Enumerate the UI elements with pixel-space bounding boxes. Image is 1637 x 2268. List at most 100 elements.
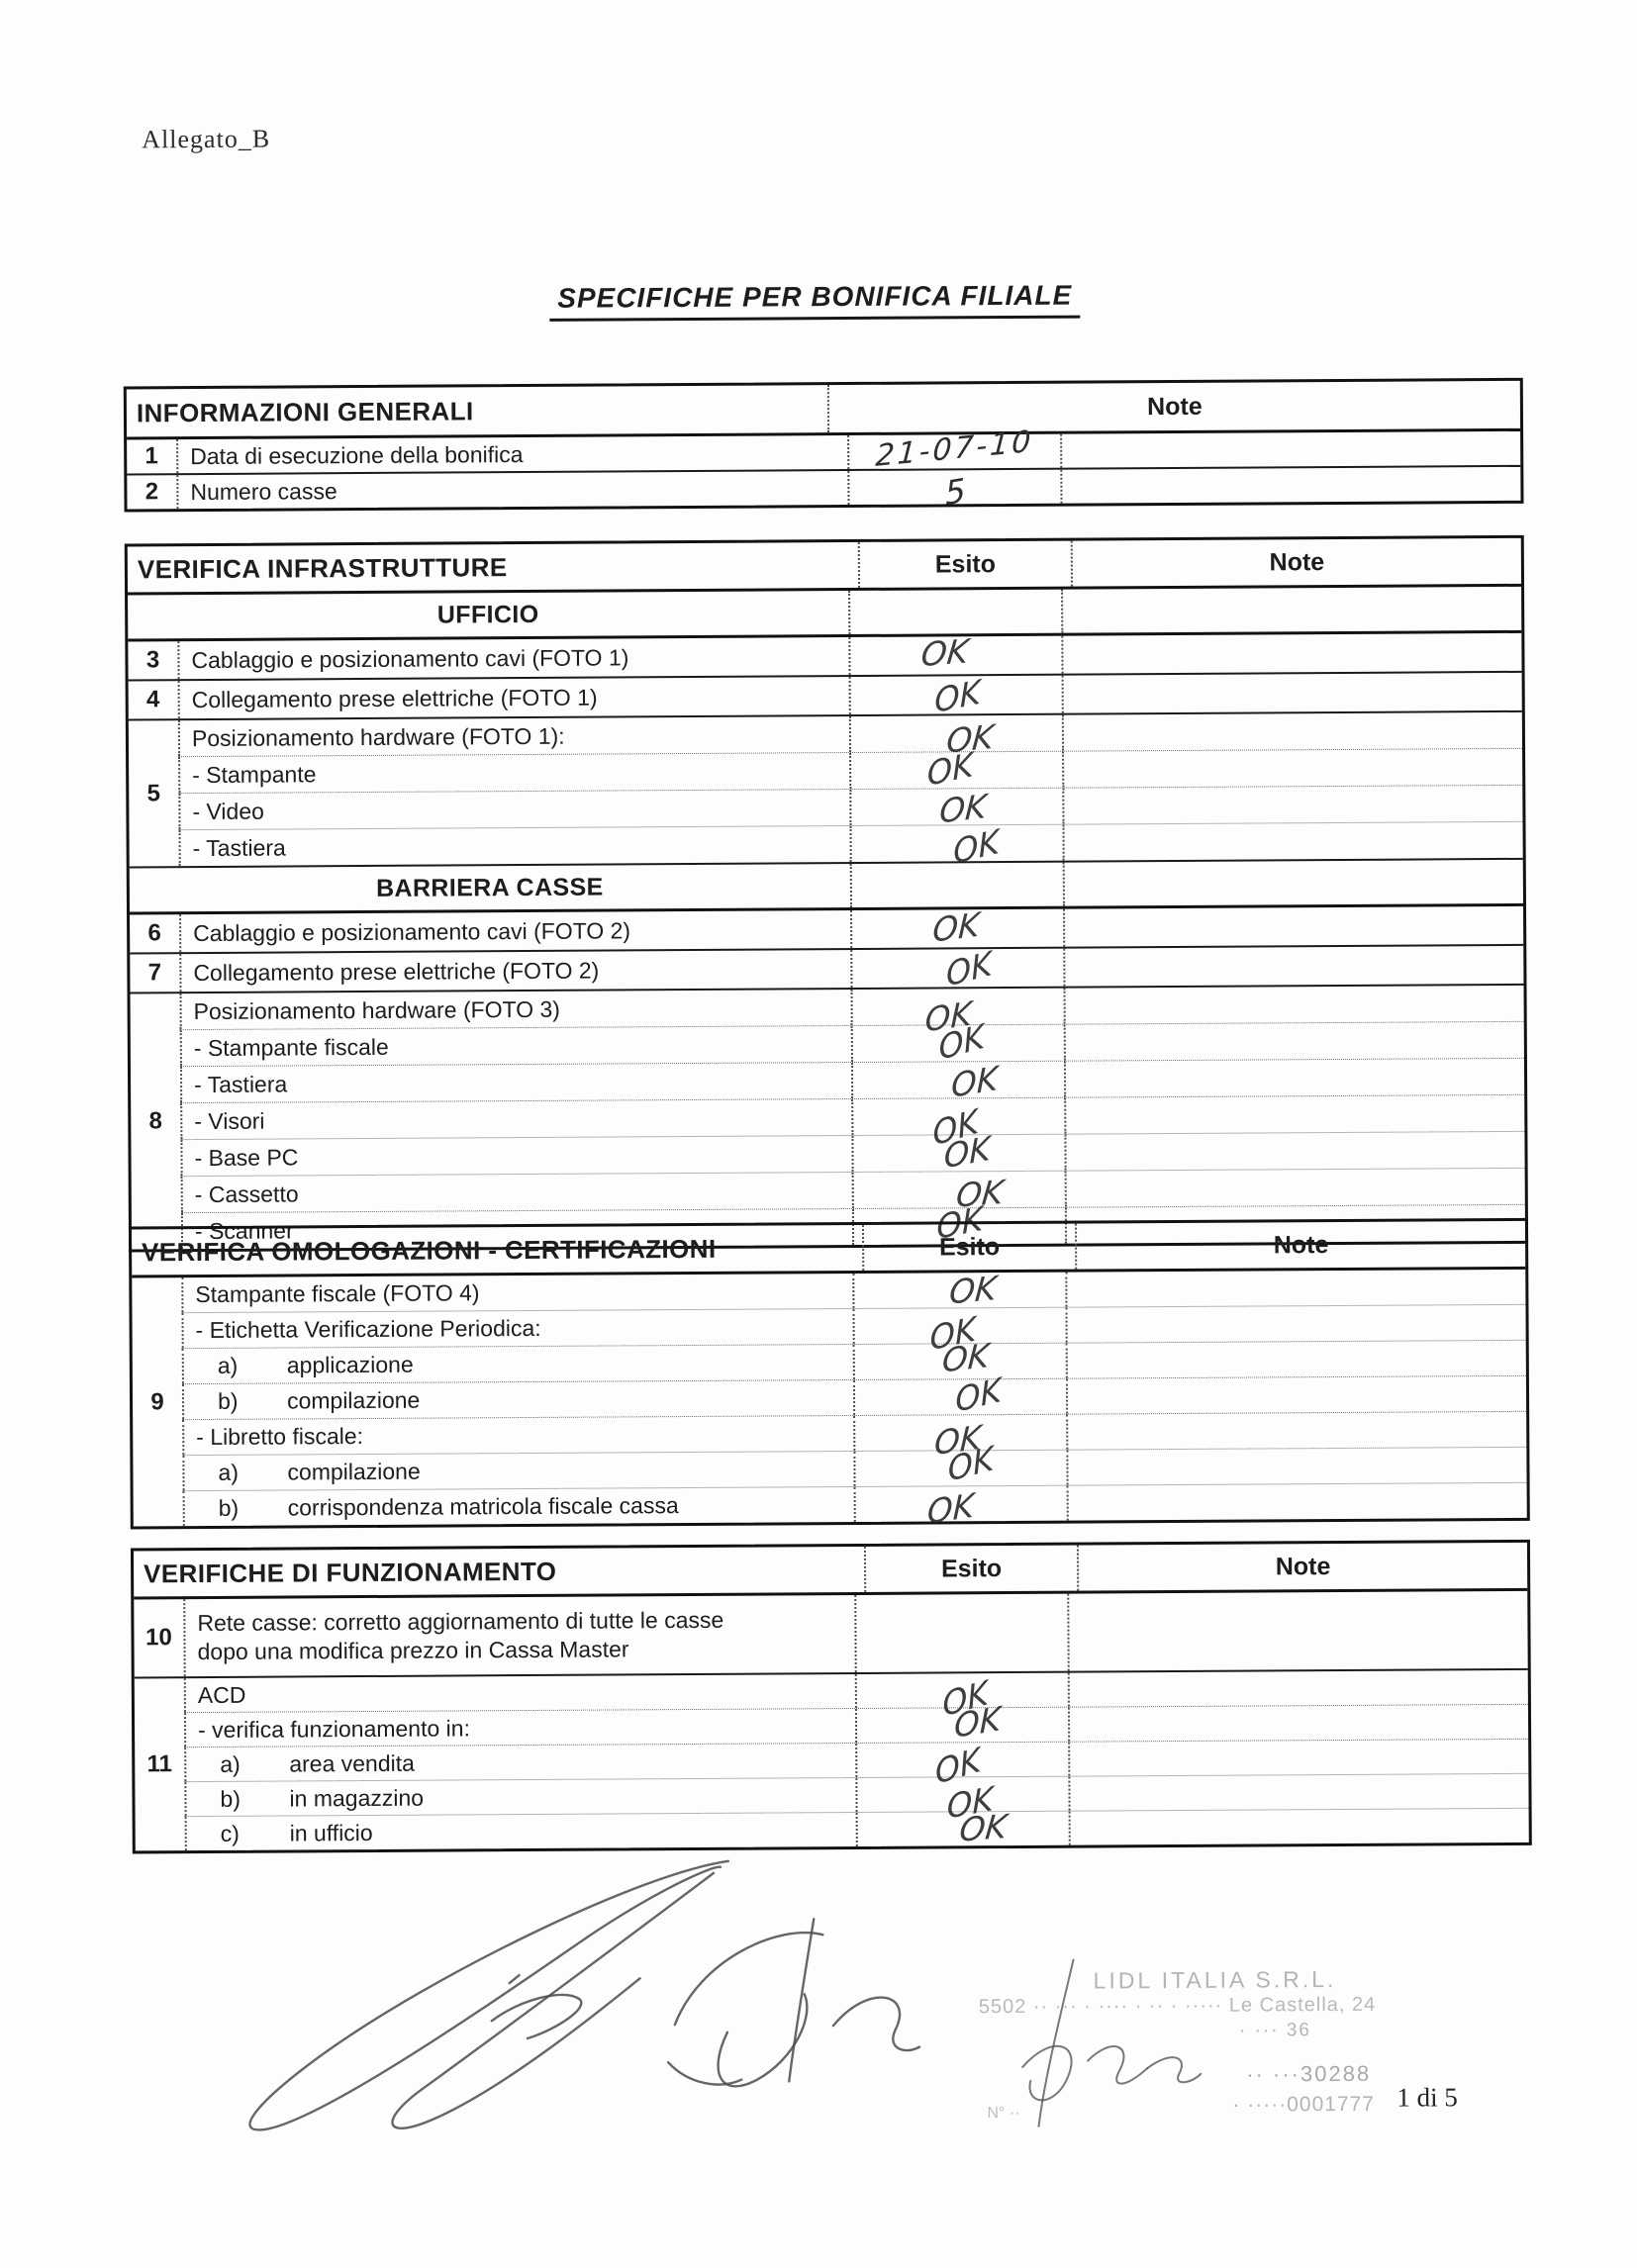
table-row-group: 9 Stampante fiscale (FOTO 4) OK - Etichetta… <box>132 1269 1527 1532</box>
label-text: - Visori <box>194 1107 265 1134</box>
page-number: 1 di 5 <box>1396 2082 1458 2113</box>
label-text: applicazione <box>286 1351 414 1378</box>
row-number: 4 <box>145 686 160 713</box>
table-body: 9 Stampante fiscale (FOTO 4) OK - Etichetta… <box>132 1269 1527 1532</box>
row-label: Collegamento prese elettriche (FOTO 1) <box>177 677 849 719</box>
stamp-text-line: · ··· 36 <box>1238 2020 1312 2041</box>
table-row: 3 Cablaggio e posizionamento cavi (FOTO 1… <box>128 629 1522 680</box>
label-text: Numero casse <box>190 477 337 505</box>
handwritten-ok-mark: OK <box>940 1335 991 1380</box>
label-text: Collegamento prese elettriche (FOTO 1) <box>191 684 598 712</box>
handwritten-signature-left <box>248 1859 730 2131</box>
label-text: in ufficio <box>289 1819 373 1846</box>
esito-cell: OK <box>852 1336 1066 1380</box>
table-body: 1 Data di esecuzione della bonifica 21-07-… <box>127 425 1521 513</box>
signature-stroke <box>1037 1958 1075 2127</box>
handwritten-ok-mark: OK <box>953 1370 1003 1420</box>
esito-cell: OK <box>854 1698 1069 1746</box>
item-prefix: a) <box>220 1750 241 1777</box>
handwritten-ok-mark: OK <box>950 1058 999 1105</box>
esito-cell: OK <box>853 1485 1067 1532</box>
table-title: INFORMAZIONI GENERALI <box>136 395 474 427</box>
handwritten-ok-mark: OK <box>937 786 988 831</box>
row-label: b) compilazione <box>181 1379 854 1420</box>
note-cell <box>1065 1269 1526 1307</box>
esito-cell: OK <box>850 904 1064 949</box>
row-number: 8 <box>148 1107 163 1135</box>
signature-stroke <box>788 1918 816 2083</box>
label-text: - Stampante fiscale <box>193 1033 389 1061</box>
label-text: Rete casse: corretto aggiornamento di tu… <box>197 1607 724 1665</box>
table-title: VERIFICA INFRASTRUTTURE <box>137 551 508 584</box>
signature-stroke <box>1087 2045 1149 2085</box>
group-sub-row: c) in ufficio OK <box>184 1806 1529 1851</box>
table-verifica-infrastrutture: VERIFICA INFRASTRUTTURE Esito Note UFFICIO 3… <box>124 534 1529 1253</box>
row-label: - Tastiera <box>179 1063 852 1103</box>
row-number: 6 <box>147 919 161 947</box>
label-text: Data di esecuzione della bonifica <box>190 440 524 469</box>
note-cell <box>1062 821 1523 861</box>
item-prefix: c) <box>220 1820 240 1846</box>
signature-stroke <box>666 2060 743 2086</box>
note-cell <box>1068 1808 1529 1845</box>
table-row: 6 Cablaggio e posizionamento cavi (FOTO 2… <box>130 902 1524 953</box>
label-text: corrispondenza matricola fiscale cassa <box>287 1492 679 1521</box>
label-text: - verifica funzionamento in: <box>197 1714 470 1743</box>
table-title: VERIFICA OMOLOGAZIONI - CERTIFICAZIONI <box>142 1233 717 1267</box>
table-header: VERIFICHE DI FUNZIONAMENTO Esito Note <box>133 1542 1528 1600</box>
note-cell <box>1066 1447 1527 1485</box>
esito-cell <box>854 1593 1068 1672</box>
esito-cell: 5 <box>847 469 1061 513</box>
table-row-group: 5 Posizionamento hardware (FOTO 1): OK - St… <box>128 709 1523 872</box>
tables-region: INFORMAZIONI GENERALI Note 1 Data di esecuz… <box>0 0 1631 1854</box>
section-header-row: UFFICIO <box>128 586 1522 639</box>
row-label: - Etichetta Verificazione Periodica: <box>181 1308 853 1349</box>
table-row-group: 8 Posizionamento hardware (FOTO 3) OK - Sta… <box>130 983 1526 1250</box>
signature-stroke <box>673 1931 824 2027</box>
signature-stroke <box>490 1993 583 2040</box>
handwritten-ok-mark: OK <box>945 1438 996 1489</box>
esito-cell: OK <box>855 1806 1069 1848</box>
row-label: a) area vendita <box>184 1743 856 1782</box>
note-cell <box>1067 1704 1529 1742</box>
esito-cell: OK <box>850 1058 1065 1105</box>
note-cell <box>1060 430 1521 468</box>
handwritten-ok-mark: OK <box>944 943 994 994</box>
stamp-text-line: 5502 ·· ··· · ···· · ·· · ····· Le Caste… <box>978 1993 1377 2019</box>
label-text: - Cassetto <box>194 1181 299 1207</box>
label-text: - Etichetta Verificazione Periodica: <box>195 1315 541 1344</box>
stamp-text-line: · ·····0001777 <box>1232 2092 1376 2117</box>
row-number: 5 <box>146 779 161 806</box>
row-label: - Cassetto <box>180 1173 852 1213</box>
handwritten-ok-mark: OK <box>918 630 971 674</box>
row-label: - Visori <box>180 1099 852 1140</box>
note-cell <box>1067 1669 1528 1707</box>
note-cell <box>1063 1021 1524 1061</box>
section-header-row: BARRIERA CASSE <box>129 857 1523 912</box>
table-verifiche-di-funzionamento: VERIFICHE DI FUNZIONAMENTO Esito Note 10 Ret… <box>130 1539 1532 1854</box>
esito-cell: OK <box>850 988 1064 1039</box>
annex-label: Allegato_B <box>142 124 271 154</box>
handwritten-ok-mark: OK <box>933 671 982 720</box>
label-text: Cablaggio e posizionamento cavi (FOTO 2) <box>193 916 631 946</box>
handwritten-ok-mark: OK <box>925 743 974 794</box>
note-cell <box>1063 905 1524 947</box>
item-prefix: a) <box>218 1459 240 1486</box>
label-text: - Tastiera <box>192 834 286 861</box>
group-items: Stampante fiscale (FOTO 4) OK - Etichetta … <box>181 1269 1527 1532</box>
label-text: - Libretto fiscale: <box>196 1423 364 1451</box>
row-number: 9 <box>150 1387 164 1415</box>
signature-stroke <box>248 1859 730 2131</box>
esito-column-header: Esito <box>857 540 1072 588</box>
row-label: b) in magazzino <box>184 1777 856 1817</box>
table-body: UFFICIO 3 Cablaggio e posizionamento cavi … <box>128 586 1526 1250</box>
item-prefix: b) <box>218 1494 240 1522</box>
note-cell <box>1064 1168 1525 1207</box>
note-cell <box>1061 711 1523 751</box>
table-informazioni-generali: INFORMAZIONI GENERALI Note 1 Data di esecuz… <box>123 377 1524 513</box>
handwritten-ok-mark: OK <box>951 820 1001 872</box>
signature-stroke <box>1146 2056 1203 2084</box>
group-sub-row: b) corrispondenza matricola fiscale cassa… <box>182 1481 1527 1532</box>
row-label: Stampante fiscale (FOTO 4) <box>181 1273 853 1313</box>
